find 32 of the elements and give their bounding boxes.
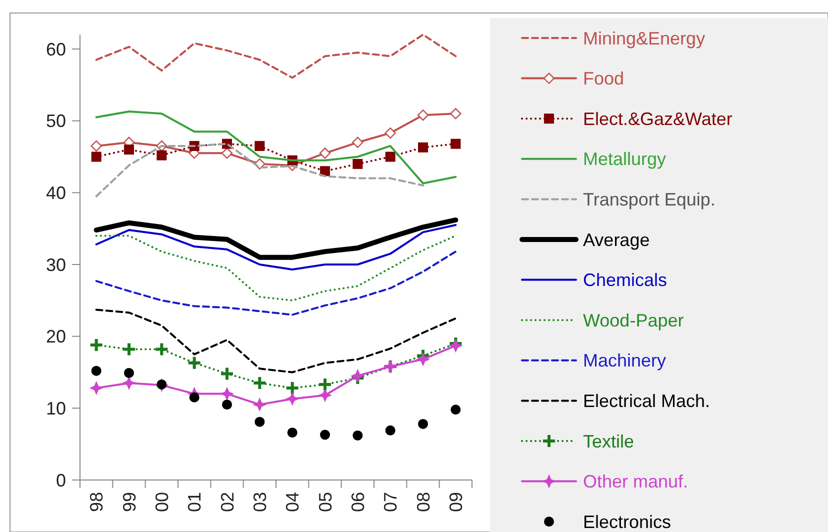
x-tick-label: 06: [348, 492, 368, 512]
x-tick-label: 98: [86, 492, 107, 512]
legend-label: Transport Equip.: [583, 190, 716, 210]
x-tick-label: 01: [184, 492, 205, 512]
y-tick-label: 20: [46, 326, 66, 347]
y-tick-label: 0: [56, 470, 66, 490]
y-tick-label: 40: [46, 182, 66, 203]
legend-label: Electronics: [583, 512, 672, 532]
x-tick-label: 04: [282, 492, 303, 512]
legend-label: Textile: [583, 431, 634, 452]
x-tick-label: 05: [315, 492, 336, 512]
x-tick-label: 09: [446, 492, 466, 512]
y-tick-label: 60: [46, 39, 66, 60]
legend-label: Machinery: [583, 350, 666, 371]
legend-label: Electrical Mach.: [583, 391, 710, 411]
x-tick-label: 00: [152, 492, 172, 512]
legend-label: Metallurgy: [583, 149, 666, 170]
y-tick-label: 50: [46, 111, 66, 132]
x-tick-label: 02: [217, 492, 238, 512]
legend-label: Mining&Energy: [583, 28, 706, 48]
legend-label: Elect.&Gaz&Water: [583, 108, 732, 129]
x-tick-label: 07: [380, 492, 401, 512]
legend-label: Chemicals: [583, 270, 668, 290]
x-tick-label: 99: [119, 492, 140, 512]
legend-label: Other manuf.: [583, 472, 688, 492]
legend-label: Wood-Paper: [583, 310, 684, 330]
legend-label: Average: [583, 230, 650, 250]
legend-label: Food: [583, 68, 624, 89]
x-tick-label: 08: [413, 492, 434, 512]
y-tick-label: 10: [46, 398, 66, 418]
x-tick-label: 03: [250, 492, 270, 512]
y-tick-label: 30: [46, 254, 66, 275]
